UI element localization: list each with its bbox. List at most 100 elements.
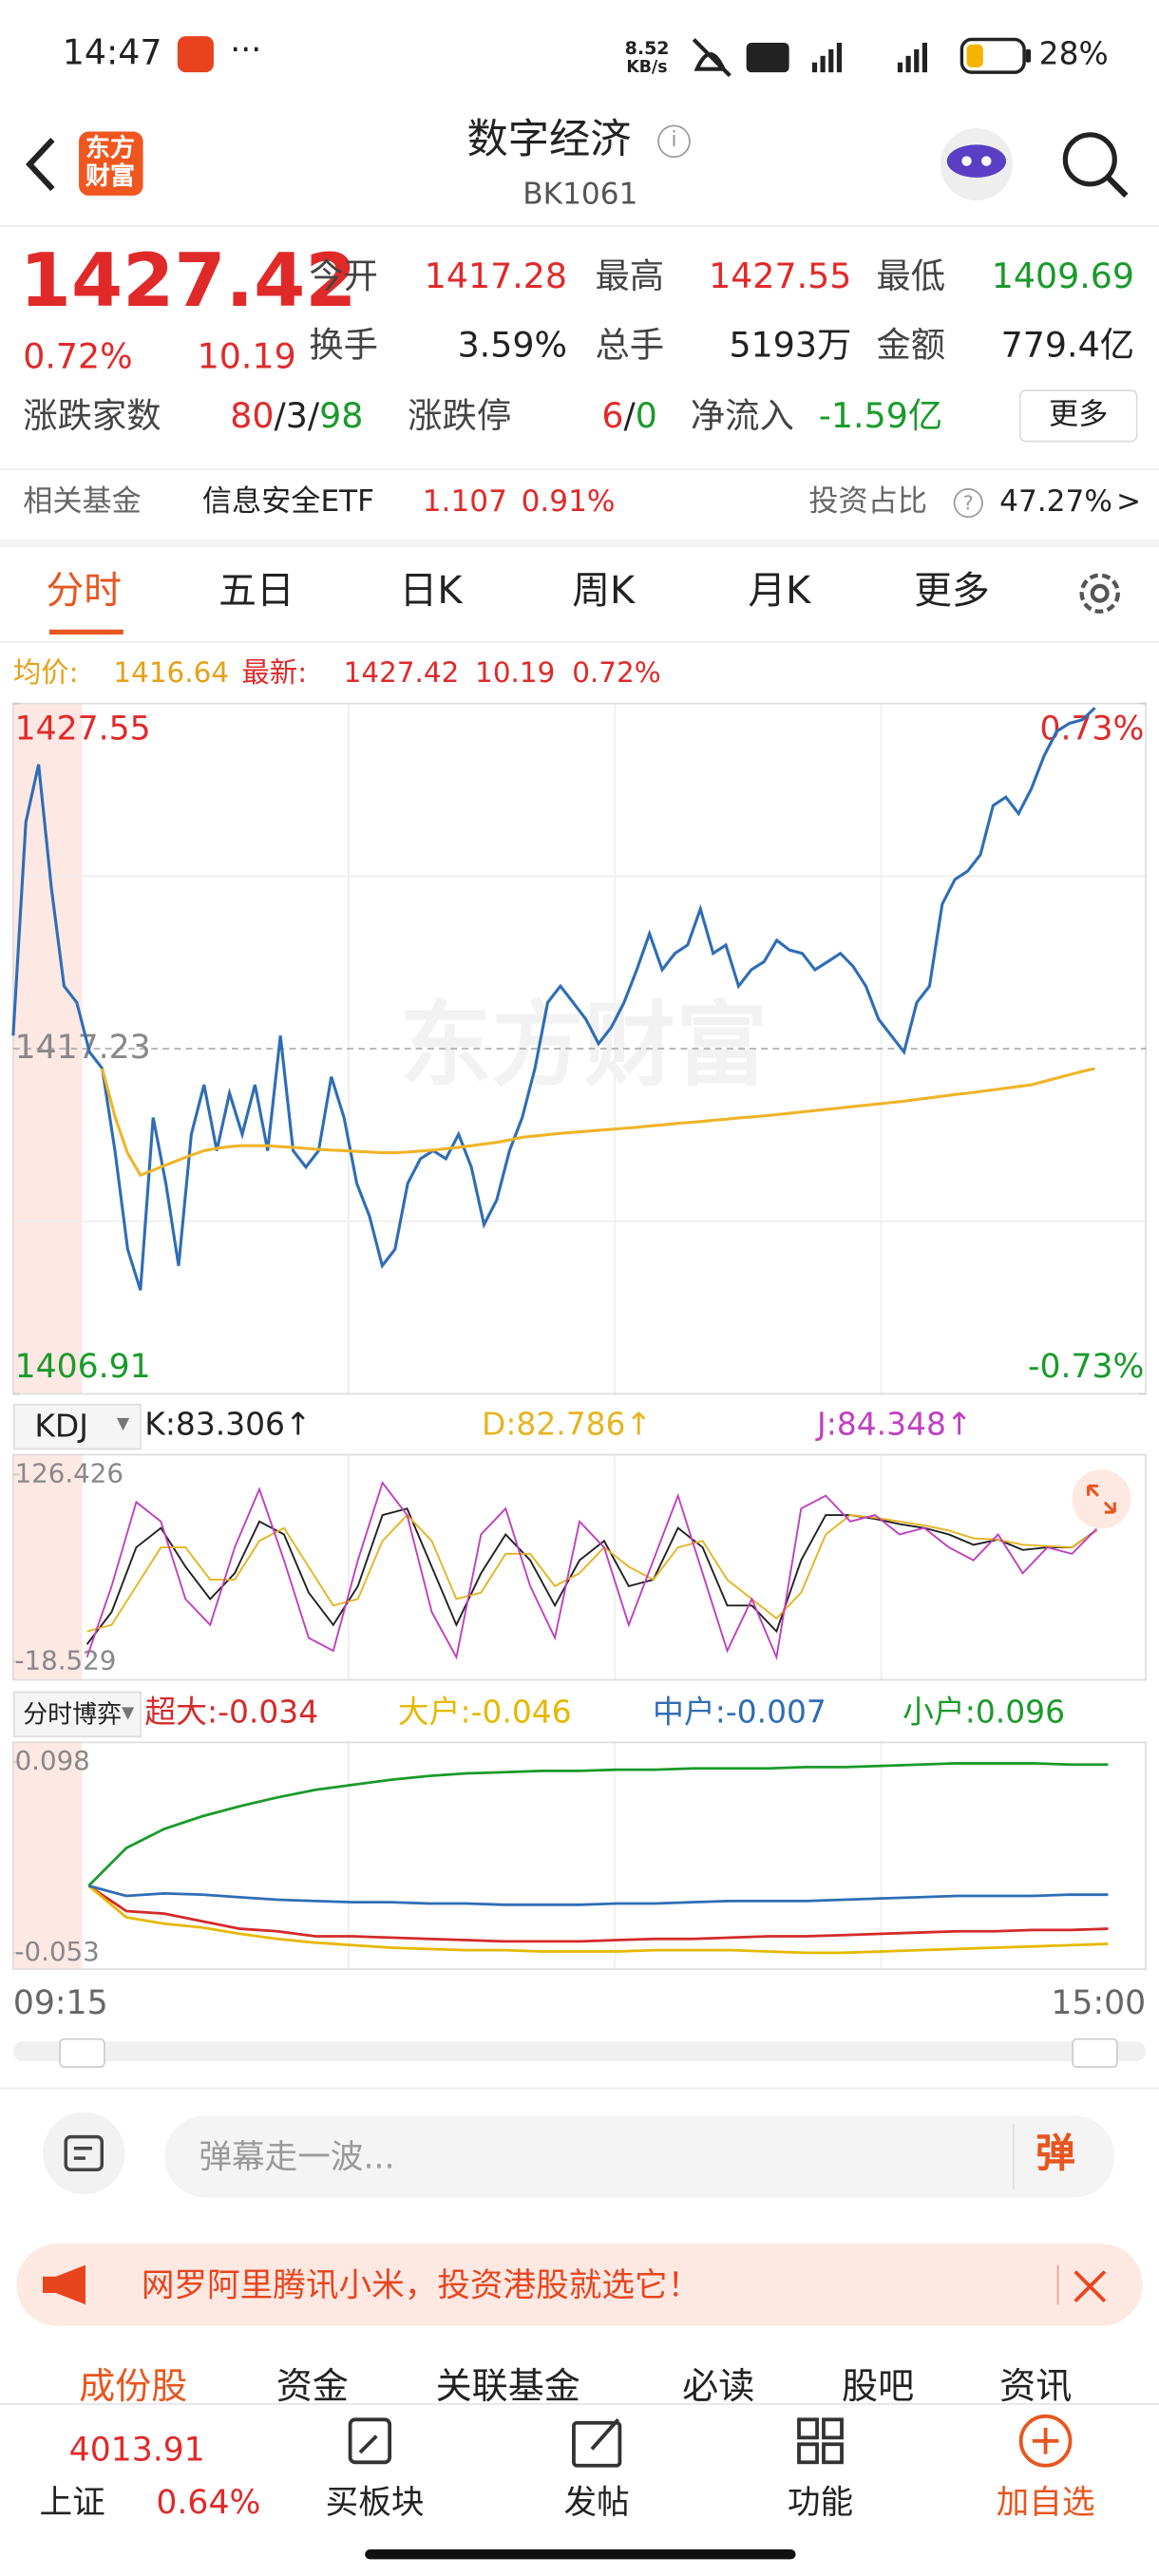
section-tab[interactable]: 资金 <box>276 2366 349 2409</box>
avatar[interactable] <box>930 122 1022 207</box>
chart-tab[interactable]: 更多 <box>914 570 990 614</box>
field-value: 5193万 <box>729 325 852 366</box>
bottom-bar <box>0 2402 1159 2576</box>
chart-tab[interactable]: 月K <box>748 570 811 614</box>
banner[interactable] <box>16 2244 1143 2326</box>
index-change: 0.64% <box>156 2482 261 2522</box>
field-value: 1409.69 <box>991 256 1135 296</box>
last-price: 1427.42 <box>19 237 357 324</box>
avg-value: 1416.64 <box>113 657 230 691</box>
y-tick-label: 0.098 <box>15 1745 90 1776</box>
battery-level: 28% <box>1038 36 1109 73</box>
limit-label: 涨跌停 <box>408 396 512 436</box>
fund-name[interactable]: 信息安全ETF <box>201 484 375 520</box>
indicator-selector[interactable]: 分时博弈 ▼ <box>12 1691 142 1738</box>
info-icon[interactable]: i <box>657 124 691 159</box>
status-time: 14:47 <box>62 32 162 73</box>
close-banner[interactable] <box>1072 2268 1108 2304</box>
premarket-shade <box>12 1742 83 1970</box>
danmaku-button[interactable]: 弹 <box>1036 2130 1075 2177</box>
scroll-handle[interactable] <box>59 2037 105 2068</box>
index-name: 上证 <box>39 2482 105 2522</box>
breadth-label: 涨跌家数 <box>23 396 162 436</box>
app-icon <box>177 36 214 73</box>
field-value: 1417.28 <box>424 256 568 296</box>
action-label[interactable]: 买板块 <box>325 2482 425 2522</box>
chart-tab[interactable]: 周K <box>572 570 636 614</box>
tab-underline <box>48 629 124 635</box>
section-tab[interactable]: 关联基金 <box>435 2366 580 2409</box>
settings-button[interactable] <box>1072 565 1128 621</box>
separator: / <box>307 396 320 436</box>
action-label[interactable]: 功能 <box>787 2482 854 2522</box>
action-icons <box>348 2414 1073 2468</box>
divider <box>0 225 1159 227</box>
dropdown-arrow: ▼ <box>116 1414 130 1433</box>
action-label[interactable]: 发帖 <box>563 2482 630 2522</box>
divider <box>0 640 1159 643</box>
series-line <box>11 707 1096 1291</box>
ratio-arrow[interactable]: > <box>1116 484 1142 520</box>
home-indicator <box>365 2549 796 2560</box>
danmaku-settings[interactable] <box>42 2112 125 2195</box>
change-pct-value: 0.72% <box>572 657 661 691</box>
scroll-handle[interactable] <box>1072 2037 1118 2068</box>
search-button[interactable] <box>1058 128 1130 200</box>
section-tab[interactable]: 成份股 <box>79 2366 188 2409</box>
action-label[interactable]: 加自选 <box>996 2482 1095 2522</box>
down-count: 98 <box>319 396 364 436</box>
indicator-name: KDJ <box>34 1409 88 1446</box>
chart-tab[interactable]: 分时 <box>46 570 123 614</box>
kdj-legend: D:82.786↑ <box>482 1407 653 1444</box>
back-button[interactable] <box>20 135 69 194</box>
kdj-legend: J:84.348↑ <box>817 1407 973 1444</box>
divider <box>1012 2123 1015 2190</box>
danmaku-placeholder: 弹幕走一波... <box>199 2136 395 2177</box>
series-line <box>87 1885 1109 1955</box>
breadth: 80/3/98 <box>230 399 363 434</box>
kdj-legend: K:83.306↑ <box>144 1407 312 1444</box>
series-line <box>87 1885 1109 1906</box>
chart-tab[interactable]: 日K <box>399 570 463 614</box>
section-tab[interactable]: 必读 <box>682 2366 755 2409</box>
flow-legend: 大户:-0.046 <box>397 1695 572 1732</box>
fund-price: 1.107 <box>422 484 507 520</box>
net-unit: KB/s <box>626 59 668 78</box>
expand-button[interactable] <box>1072 1469 1131 1529</box>
indicator-name: 分时博弈 <box>23 1699 123 1730</box>
field-label: 换手 <box>309 325 379 366</box>
logo[interactable]: 东方 财富 <box>79 131 143 196</box>
section-tab[interactable]: 资讯 <box>999 2366 1073 2409</box>
fund-label: 相关基金 <box>23 484 142 520</box>
up-count: 80 <box>230 396 275 436</box>
danmaku-icon <box>64 2134 104 2171</box>
section-tab[interactable]: 股吧 <box>842 2366 915 2409</box>
chart-tab[interactable]: 五日 <box>218 570 294 614</box>
field-value: 779.4亿 <box>1000 325 1135 366</box>
field-value: 3.59% <box>457 325 568 366</box>
series-line <box>86 1513 1097 1633</box>
separator: / <box>623 396 636 436</box>
help-icon[interactable]: ? <box>953 487 983 519</box>
series-line <box>87 1885 1109 1943</box>
logo-text: 东方 <box>85 133 135 163</box>
indicator-selector[interactable]: KDJ ▼ <box>12 1403 142 1450</box>
divider <box>0 2087 1159 2090</box>
page-title: 数字经济 <box>466 115 632 163</box>
expand-icon <box>1087 1484 1116 1514</box>
danmaku-input[interactable] <box>164 2115 1115 2198</box>
flow-legend: 中户:-0.007 <box>653 1695 826 1732</box>
change: 10.19 <box>197 336 296 377</box>
field-label: 金额 <box>876 325 946 366</box>
scroll-track[interactable] <box>12 2041 1147 2062</box>
y-tick-label: 1406.91 <box>15 1348 151 1386</box>
field-label: 最低 <box>876 256 946 296</box>
more-button[interactable]: 更多 <box>1018 389 1138 443</box>
separator-band <box>0 539 1159 548</box>
limit: 6/0 <box>601 399 657 434</box>
series-line <box>101 1067 1095 1178</box>
fund-change: 0.91% <box>521 484 616 520</box>
field-label: 今开 <box>309 256 379 296</box>
y-tick-label: 126.426 <box>15 1457 124 1488</box>
field-label: 总手 <box>595 325 665 366</box>
